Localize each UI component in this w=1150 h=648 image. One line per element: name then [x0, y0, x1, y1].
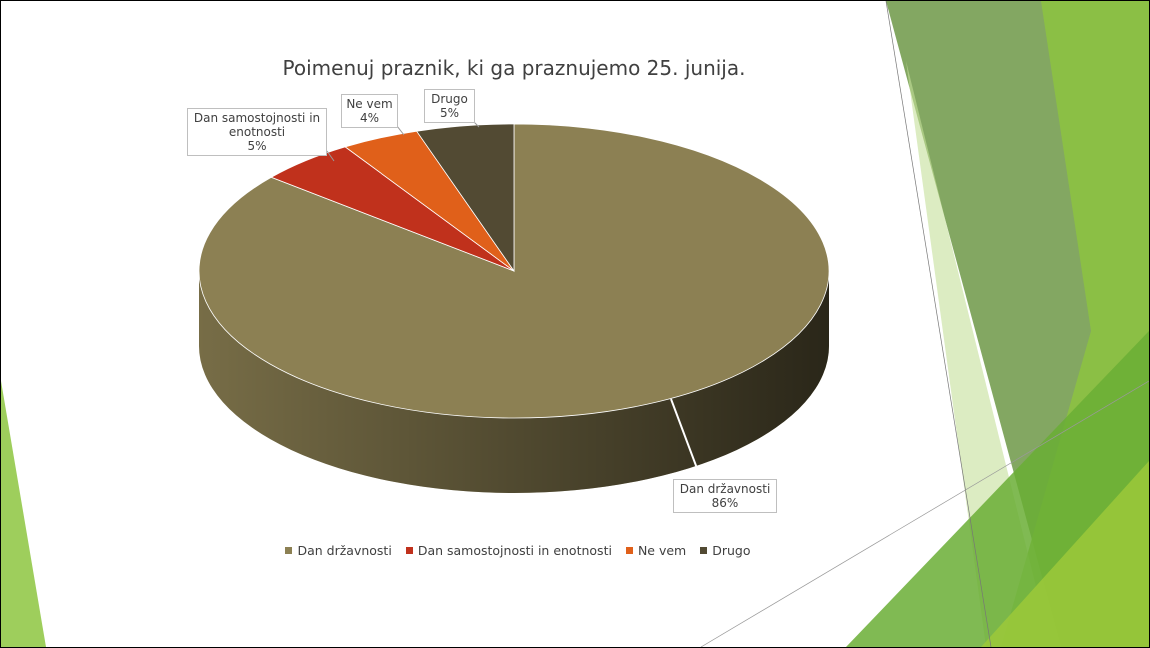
data-label-value: 5% [439, 106, 460, 120]
data-label: Dan samostojnosti in enotnosti 5% [187, 108, 327, 156]
data-label-category: Dan državnosti [679, 482, 771, 496]
decor-line [885, 1, 992, 647]
data-label-category: Drugo [431, 92, 468, 106]
legend-swatch [285, 547, 293, 554]
leader-line [396, 125, 405, 136]
data-label-value: 5% [247, 139, 267, 153]
legend-swatch [625, 547, 633, 554]
decor-line [700, 380, 1149, 647]
data-label: Dan državnosti 86% [673, 479, 777, 513]
legend-label: Ne vem [637, 543, 687, 558]
legend-label: Drugo [712, 543, 751, 558]
legend-swatch [405, 547, 413, 554]
legend-label: Dan samostojnosti in enotnosti [417, 543, 612, 558]
leader-line [326, 150, 335, 162]
data-label-category: Dan samostojnosti in enotnosti [193, 111, 321, 139]
pie [198, 118, 830, 493]
data-label: Drugo 5% [424, 89, 475, 123]
legend-swatch [700, 547, 708, 554]
legend-item: Ne vem [625, 543, 687, 558]
slice [198, 123, 830, 419]
data-label-category: Ne vem [346, 97, 393, 111]
legend-item: Dan državnosti [285, 543, 392, 558]
legend-item: Dan samostojnosti in enotnosti [405, 543, 612, 558]
slice-side-shade [199, 271, 829, 493]
data-label: Ne vem 4% [341, 94, 398, 128]
decor-shape [981, 461, 1149, 647]
data-label-value: 4% [359, 111, 380, 125]
slice [415, 123, 515, 273]
decor-shape [1, 381, 46, 647]
data-label-value: 86% [711, 496, 739, 510]
legend-label: Dan državnosti [297, 543, 392, 558]
legend-item: Drugo [700, 543, 751, 558]
leader-line [670, 398, 702, 480]
chart-title: Poimenuj praznik, ki ga praznujemo 25. j… [282, 56, 746, 80]
legend: Dan državnosti Dan samostojnosti in enotn… [1, 543, 1035, 558]
